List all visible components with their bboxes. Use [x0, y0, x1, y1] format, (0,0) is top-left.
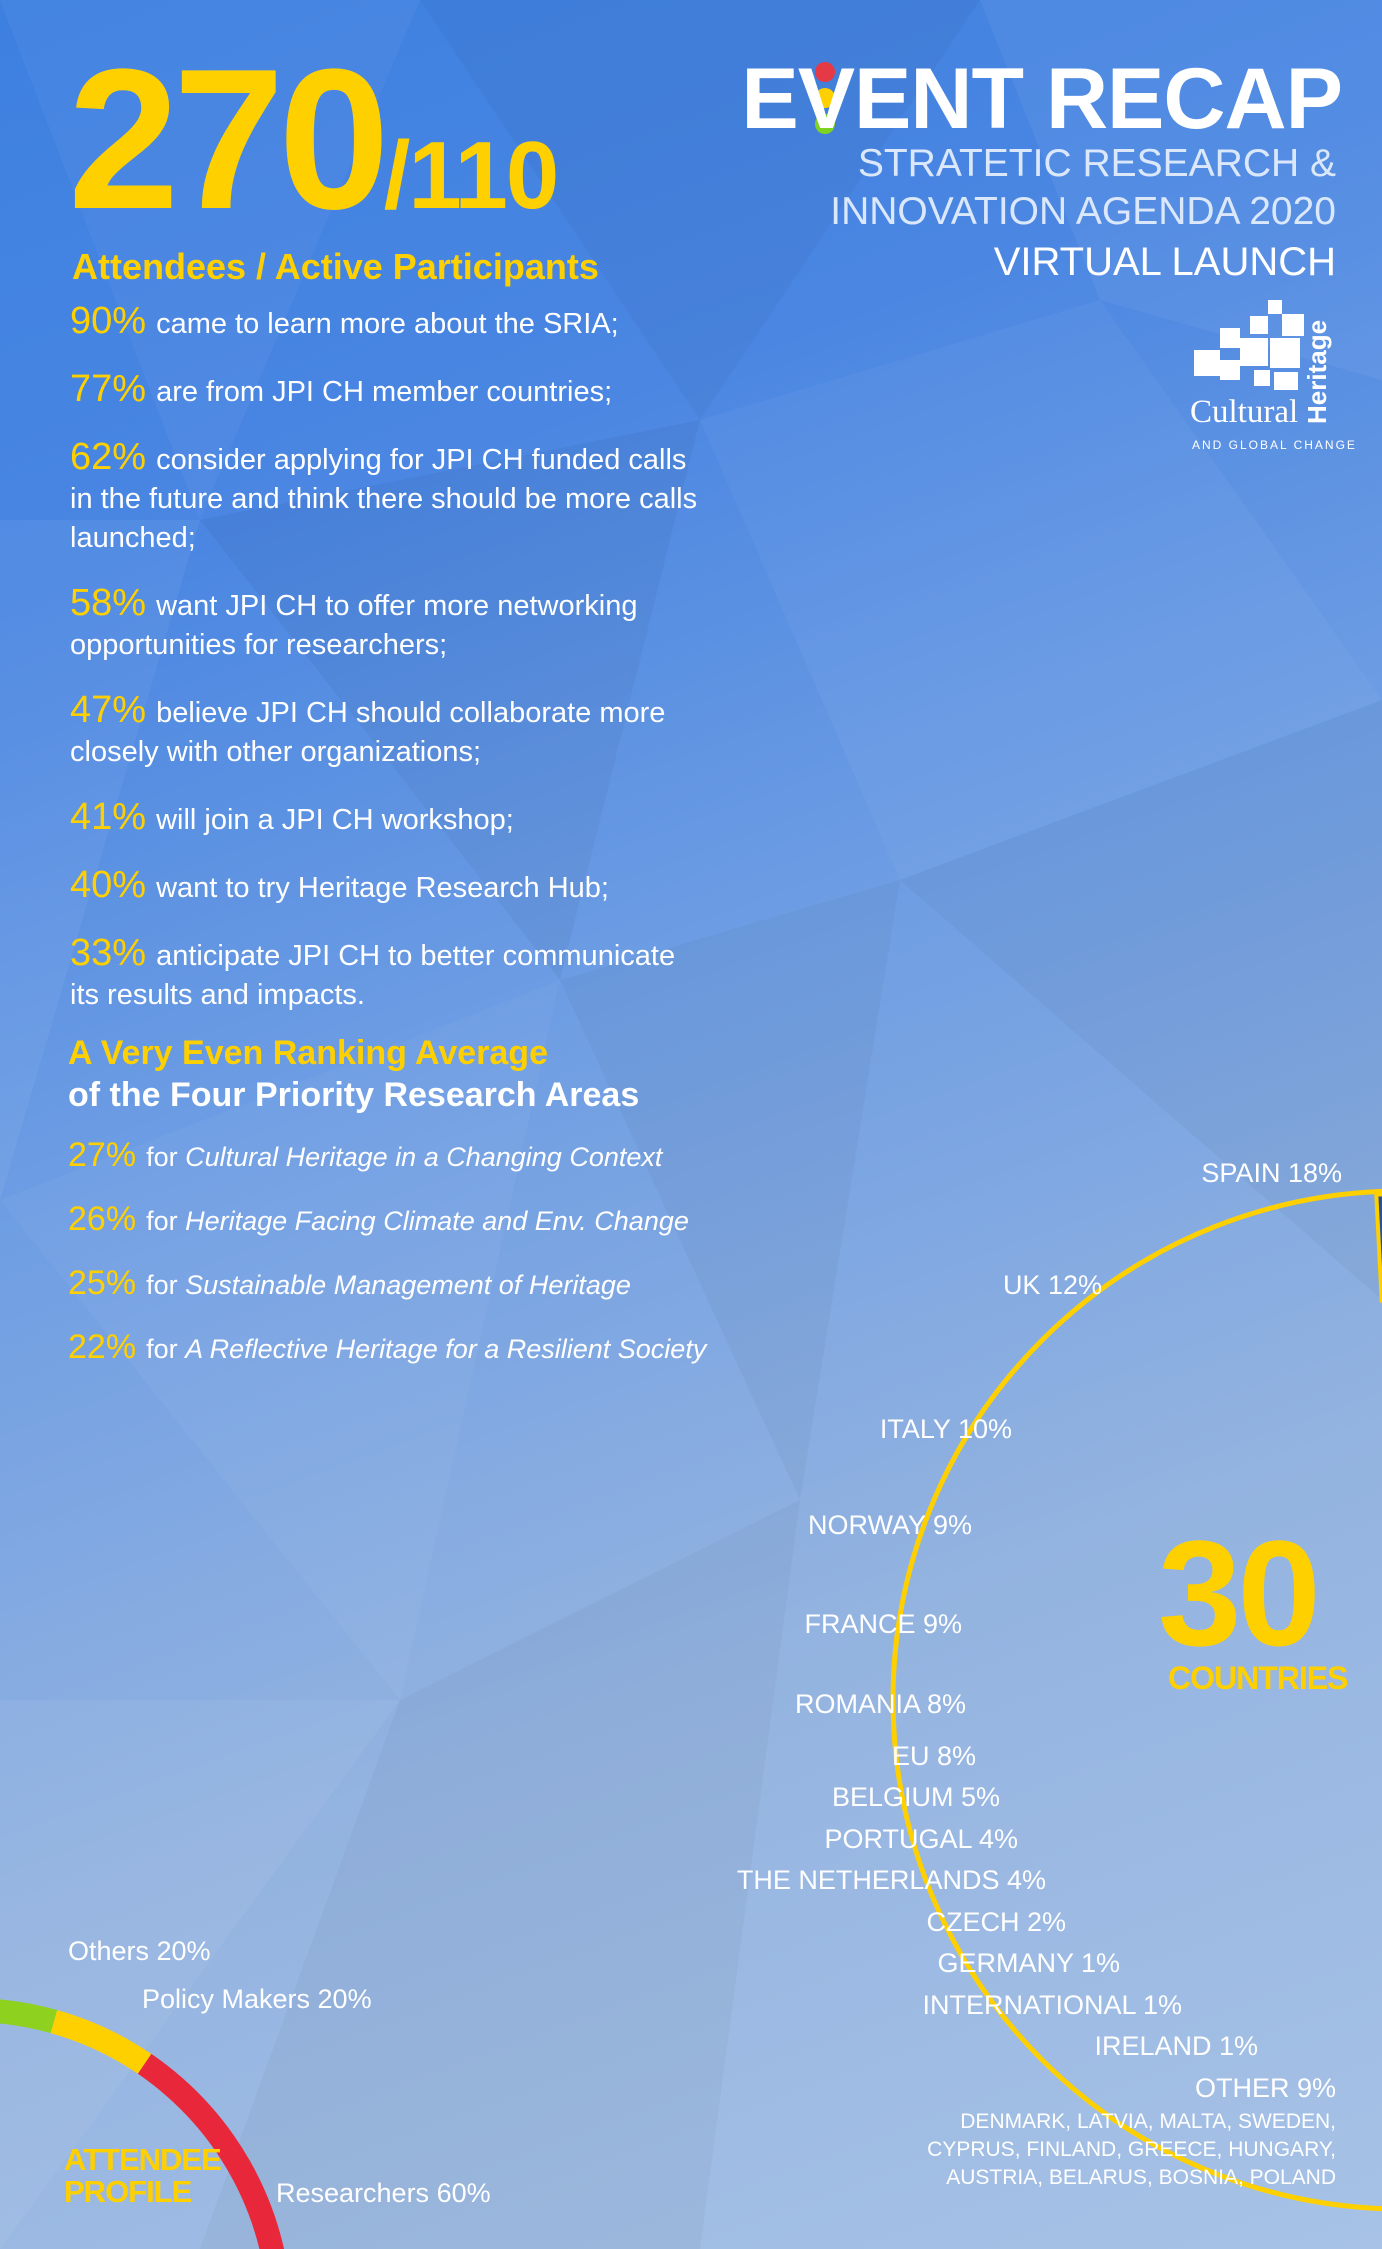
country-label-uk: UK 12% — [1002, 1270, 1102, 1300]
other-countries-line: CYPRUS, FINLAND, GREECE, HUNGARY, — [927, 2138, 1336, 2161]
other-countries-line: AUSTRIA, BELARUS, BOSNIA, POLAND — [946, 2166, 1336, 2189]
country-label-norway: NORWAY 9% — [807, 1510, 972, 1540]
country-slice-spain — [1374, 1192, 1382, 1303]
fact-text: want to try Heritage Research Hub; — [156, 872, 609, 904]
fact-text: anticipate JPI CH to better communicate … — [70, 940, 676, 1011]
logo-wordmark: Cultural — [1190, 394, 1299, 430]
jpi-ch-logo — [1194, 300, 1304, 390]
country-label-germany: GERMANY 1% — [937, 1948, 1120, 1978]
fact-percent: 58% — [70, 582, 147, 624]
country-label-other: OTHER 9% — [1194, 2073, 1336, 2103]
fact-text: came to learn more about the SRIA; — [156, 308, 619, 340]
ranking-area: A Reflective Heritage for a Resilient So… — [185, 1334, 707, 1364]
profile-slice-others — [0, 1999, 58, 2034]
fact-text: will join a JPI CH workshop; — [156, 804, 514, 836]
country-label-international: INTERNATIONAL 1% — [922, 1990, 1182, 2020]
fact-text: believe JPI CH should collaborate more c… — [70, 697, 666, 768]
fact-text: consider applying for JPI CH funded call… — [70, 444, 698, 554]
fact-item: 62% consider applying for JPI CH funded c… — [70, 438, 710, 558]
ranking-area: Cultural Heritage in a Changing Context — [185, 1142, 663, 1172]
fact-percent: 47% — [70, 689, 147, 731]
ranking-percent: 25% — [68, 1264, 137, 1302]
country-label-belgium: BELGIUM 5% — [831, 1782, 1000, 1812]
attendee-count: 270/110 — [68, 40, 560, 240]
ranking-item: 26% for Heritage Facing Climate and Env. … — [68, 1200, 689, 1239]
profile-label-researchers: Researchers 60% — [276, 2178, 491, 2208]
country-label-czech: CZECH 2% — [926, 1907, 1066, 1937]
active-number: /110 — [383, 122, 560, 229]
fact-percent: 41% — [70, 796, 147, 838]
attendees-number: 270 — [68, 28, 390, 251]
ranking-for: for — [146, 1142, 178, 1172]
fact-text: are from JPI CH member countries; — [156, 376, 613, 408]
country-label-spain: SPAIN 18% — [1201, 1158, 1342, 1188]
other-countries-list: DENMARK, LATVIA, MALTA, SWEDEN, CYPRUS, … — [927, 2108, 1336, 2192]
ranking-percent: 27% — [68, 1136, 137, 1174]
country-label-netherlands: THE NETHERLANDS 4% — [736, 1865, 1046, 1895]
ranking-for: for — [146, 1206, 178, 1236]
ranking-percent: 22% — [68, 1328, 137, 1366]
countries-label: COUNTRIES — [1168, 1660, 1348, 1696]
ranking-item: 22% for A Reflective Heritage for a Resil… — [68, 1328, 706, 1367]
fact-percent: 77% — [70, 368, 147, 410]
profile-slice-policy-makers — [50, 2010, 152, 2074]
fact-text: want JPI CH to offer more networking opp… — [70, 590, 638, 661]
subtitle-line-2: INNOVATION AGENDA 2020 — [830, 190, 1336, 233]
fact-item: 58% want JPI CH to offer more networking … — [70, 584, 710, 665]
ranking-title: A Very Even Ranking Average — [68, 1034, 548, 1072]
ranking-subtitle: of the Four Priority Research Areas — [68, 1076, 640, 1114]
attendee-profile-title: ATTENDEE PROFILE — [64, 2142, 222, 2209]
fact-item: 41% will join a JPI CH workshop; — [70, 798, 710, 840]
fact-percent: 90% — [70, 300, 147, 342]
fact-item: 33% anticipate JPI CH to better communica… — [70, 934, 710, 1015]
subtitle-line-3: VIRTUAL LAUNCH — [993, 240, 1336, 284]
fact-item: 40% want to try Heritage Research Hub; — [70, 866, 710, 908]
logo-tagline: AND GLOBAL CHANGE — [1192, 438, 1357, 452]
fact-item: 90% came to learn more about the SRIA; — [70, 302, 710, 344]
ranking-for: for — [146, 1334, 178, 1364]
red-dot-icon — [815, 62, 835, 82]
countries-count: 30 — [1158, 1509, 1321, 1677]
fact-percent: 33% — [70, 932, 147, 974]
survey-facts-list: 90% came to learn more about the SRIA; 77… — [70, 302, 710, 1041]
ranking-area: Heritage Facing Climate and Env. Change — [185, 1206, 689, 1236]
country-label-italy: ITALY 10% — [879, 1414, 1012, 1444]
ranking-percent: 26% — [68, 1200, 137, 1238]
profile-label-policy-makers: Policy Makers 20% — [142, 1984, 372, 2014]
ranking-area: Sustainable Management of Heritage — [185, 1270, 631, 1300]
country-label-france: FRANCE 9% — [804, 1609, 962, 1639]
green-dot-icon — [815, 114, 835, 134]
ranking-item: 27% for Cultural Heritage in a Changing C… — [68, 1136, 662, 1175]
fact-percent: 40% — [70, 864, 147, 906]
country-label-romania: ROMANIA 8% — [794, 1689, 966, 1719]
country-label-eu: EU 8% — [891, 1741, 976, 1771]
page-title: EVENT RECAP — [741, 51, 1343, 147]
fact-percent: 62% — [70, 436, 147, 478]
donut-outer-ring — [890, 1189, 1382, 2211]
fact-item: 47% believe JPI CH should collaborate mor… — [70, 691, 710, 772]
other-countries-line: DENMARK, LATVIA, MALTA, SWEDEN, — [960, 2110, 1336, 2133]
ranking-for: for — [146, 1270, 178, 1300]
fact-item: 77% are from JPI CH member countries; — [70, 370, 710, 412]
subtitle-line-1: STRATETIC RESEARCH & — [857, 142, 1336, 185]
attendees-label: Attendees / Active Participants — [72, 246, 599, 287]
traffic-light-icon — [815, 62, 835, 140]
country-label-ireland: IRELAND 1% — [1094, 2031, 1258, 2061]
yellow-dot-icon — [815, 88, 835, 108]
ranking-item: 25% for Sustainable Management of Heritag… — [68, 1264, 631, 1303]
profile-slice-researchers — [137, 2053, 285, 2249]
profile-label-others: Others 20% — [68, 1936, 211, 1966]
country-label-portugal: PORTUGAL 4% — [824, 1824, 1018, 1854]
